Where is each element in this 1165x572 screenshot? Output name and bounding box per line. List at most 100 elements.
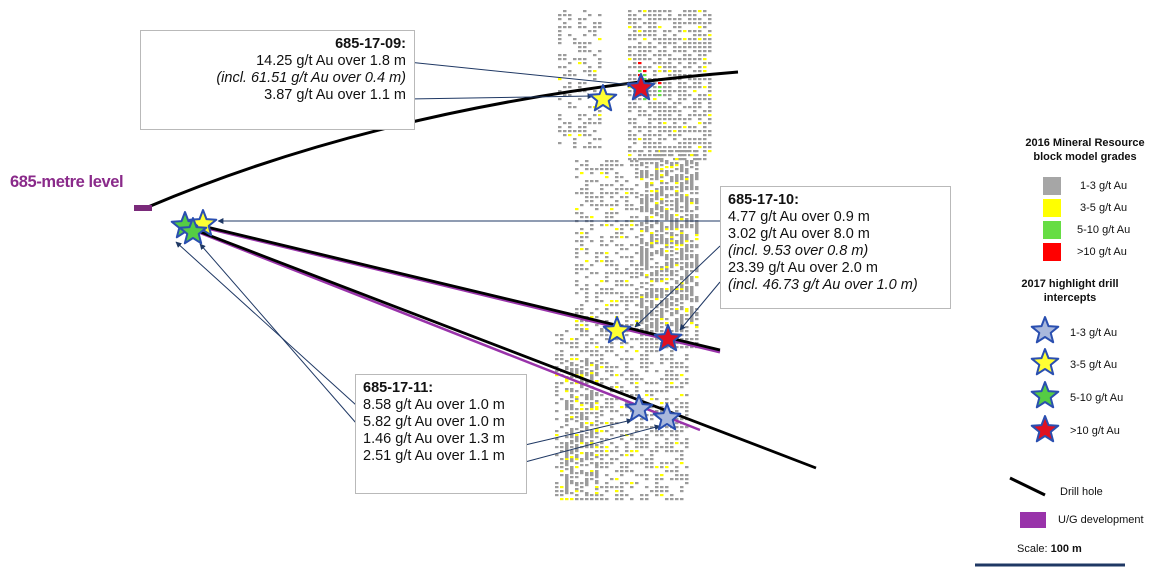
model-block: [585, 484, 589, 487]
model-block: [675, 366, 679, 369]
model-block: [645, 276, 649, 279]
model-block: [628, 146, 632, 149]
model-block: [575, 458, 579, 461]
model-block: [665, 430, 669, 433]
model-block: [590, 452, 594, 455]
model-block: [668, 10, 672, 13]
model-block: [660, 330, 664, 333]
model-block: [560, 446, 564, 449]
model-block: [650, 302, 654, 305]
model-block: [575, 256, 579, 259]
model-block: [645, 466, 649, 469]
model-block: [640, 438, 644, 441]
model-block: [600, 244, 604, 247]
model-block: [565, 436, 569, 439]
model-block: [620, 346, 624, 349]
model-block: [595, 360, 599, 363]
model-block: [655, 172, 659, 175]
model-block: [610, 346, 614, 349]
model-block: [573, 142, 577, 145]
leader-10c: [679, 281, 721, 331]
model-block: [670, 232, 674, 235]
model-block: [605, 370, 609, 373]
model-block: [660, 216, 664, 219]
model-block: [590, 446, 594, 449]
model-block: [605, 308, 609, 311]
model-block: [578, 134, 582, 137]
model-block: [640, 328, 644, 331]
model-block: [583, 18, 587, 21]
model-block: [578, 62, 582, 65]
model-block: [593, 90, 597, 93]
model-block: [643, 138, 647, 141]
model-block: [583, 122, 587, 125]
model-block: [575, 268, 579, 271]
model-block: [693, 38, 697, 41]
model-block: [698, 138, 702, 141]
model-block: [653, 94, 657, 97]
model-block: [610, 240, 614, 243]
model-block: [583, 34, 587, 37]
model-block: [660, 176, 664, 179]
model-block: [665, 378, 669, 381]
model-block: [595, 416, 599, 419]
model-block: [558, 118, 562, 121]
model-block: [645, 248, 649, 251]
model-block: [630, 316, 634, 319]
model-block: [655, 278, 659, 281]
model-block: [610, 366, 614, 369]
model-block: [685, 446, 689, 449]
model-block: [685, 162, 689, 165]
model-block: [580, 472, 584, 475]
model-block: [685, 466, 689, 469]
model-block: [590, 372, 594, 375]
model-block: [663, 146, 667, 149]
model-block: [693, 58, 697, 61]
model-block: [640, 322, 644, 325]
model-block: [640, 260, 644, 263]
model-block: [635, 172, 639, 175]
model-block: [590, 272, 594, 275]
model-block: [670, 154, 674, 157]
model-block: [628, 50, 632, 53]
model-block: [690, 174, 694, 177]
model-block: [663, 50, 667, 53]
model-block: [685, 346, 689, 349]
model-block: [685, 402, 689, 405]
model-block: [663, 138, 667, 141]
model-block: [625, 330, 629, 333]
model-block: [665, 172, 669, 175]
model-block: [610, 402, 614, 405]
model-block: [648, 58, 652, 61]
model-block: [600, 394, 604, 397]
model-block: [703, 14, 707, 17]
model-block: [620, 312, 624, 315]
model-block: [625, 494, 629, 497]
model-block: [565, 400, 569, 403]
model-block: [645, 426, 649, 429]
model-block: [660, 410, 664, 413]
model-block: [680, 346, 684, 349]
model-block: [685, 222, 689, 225]
model-block: [655, 304, 659, 307]
model-block: [555, 390, 559, 393]
model-block: [673, 50, 677, 53]
model-block: [648, 26, 652, 29]
model-block: [685, 278, 689, 281]
model-block: [580, 440, 584, 443]
model-block: [595, 450, 599, 453]
model-block: [678, 142, 682, 145]
model-block: [693, 90, 697, 93]
model-block: [675, 398, 679, 401]
model-block: [570, 452, 574, 455]
model-block: [655, 194, 659, 197]
model-block: [678, 130, 682, 133]
model-block: [670, 238, 674, 241]
model-block: [680, 322, 684, 325]
model-block: [668, 114, 672, 117]
model-block: [708, 14, 712, 17]
model-block: [600, 362, 604, 365]
model-block: [655, 188, 659, 191]
model-block: [680, 266, 684, 269]
